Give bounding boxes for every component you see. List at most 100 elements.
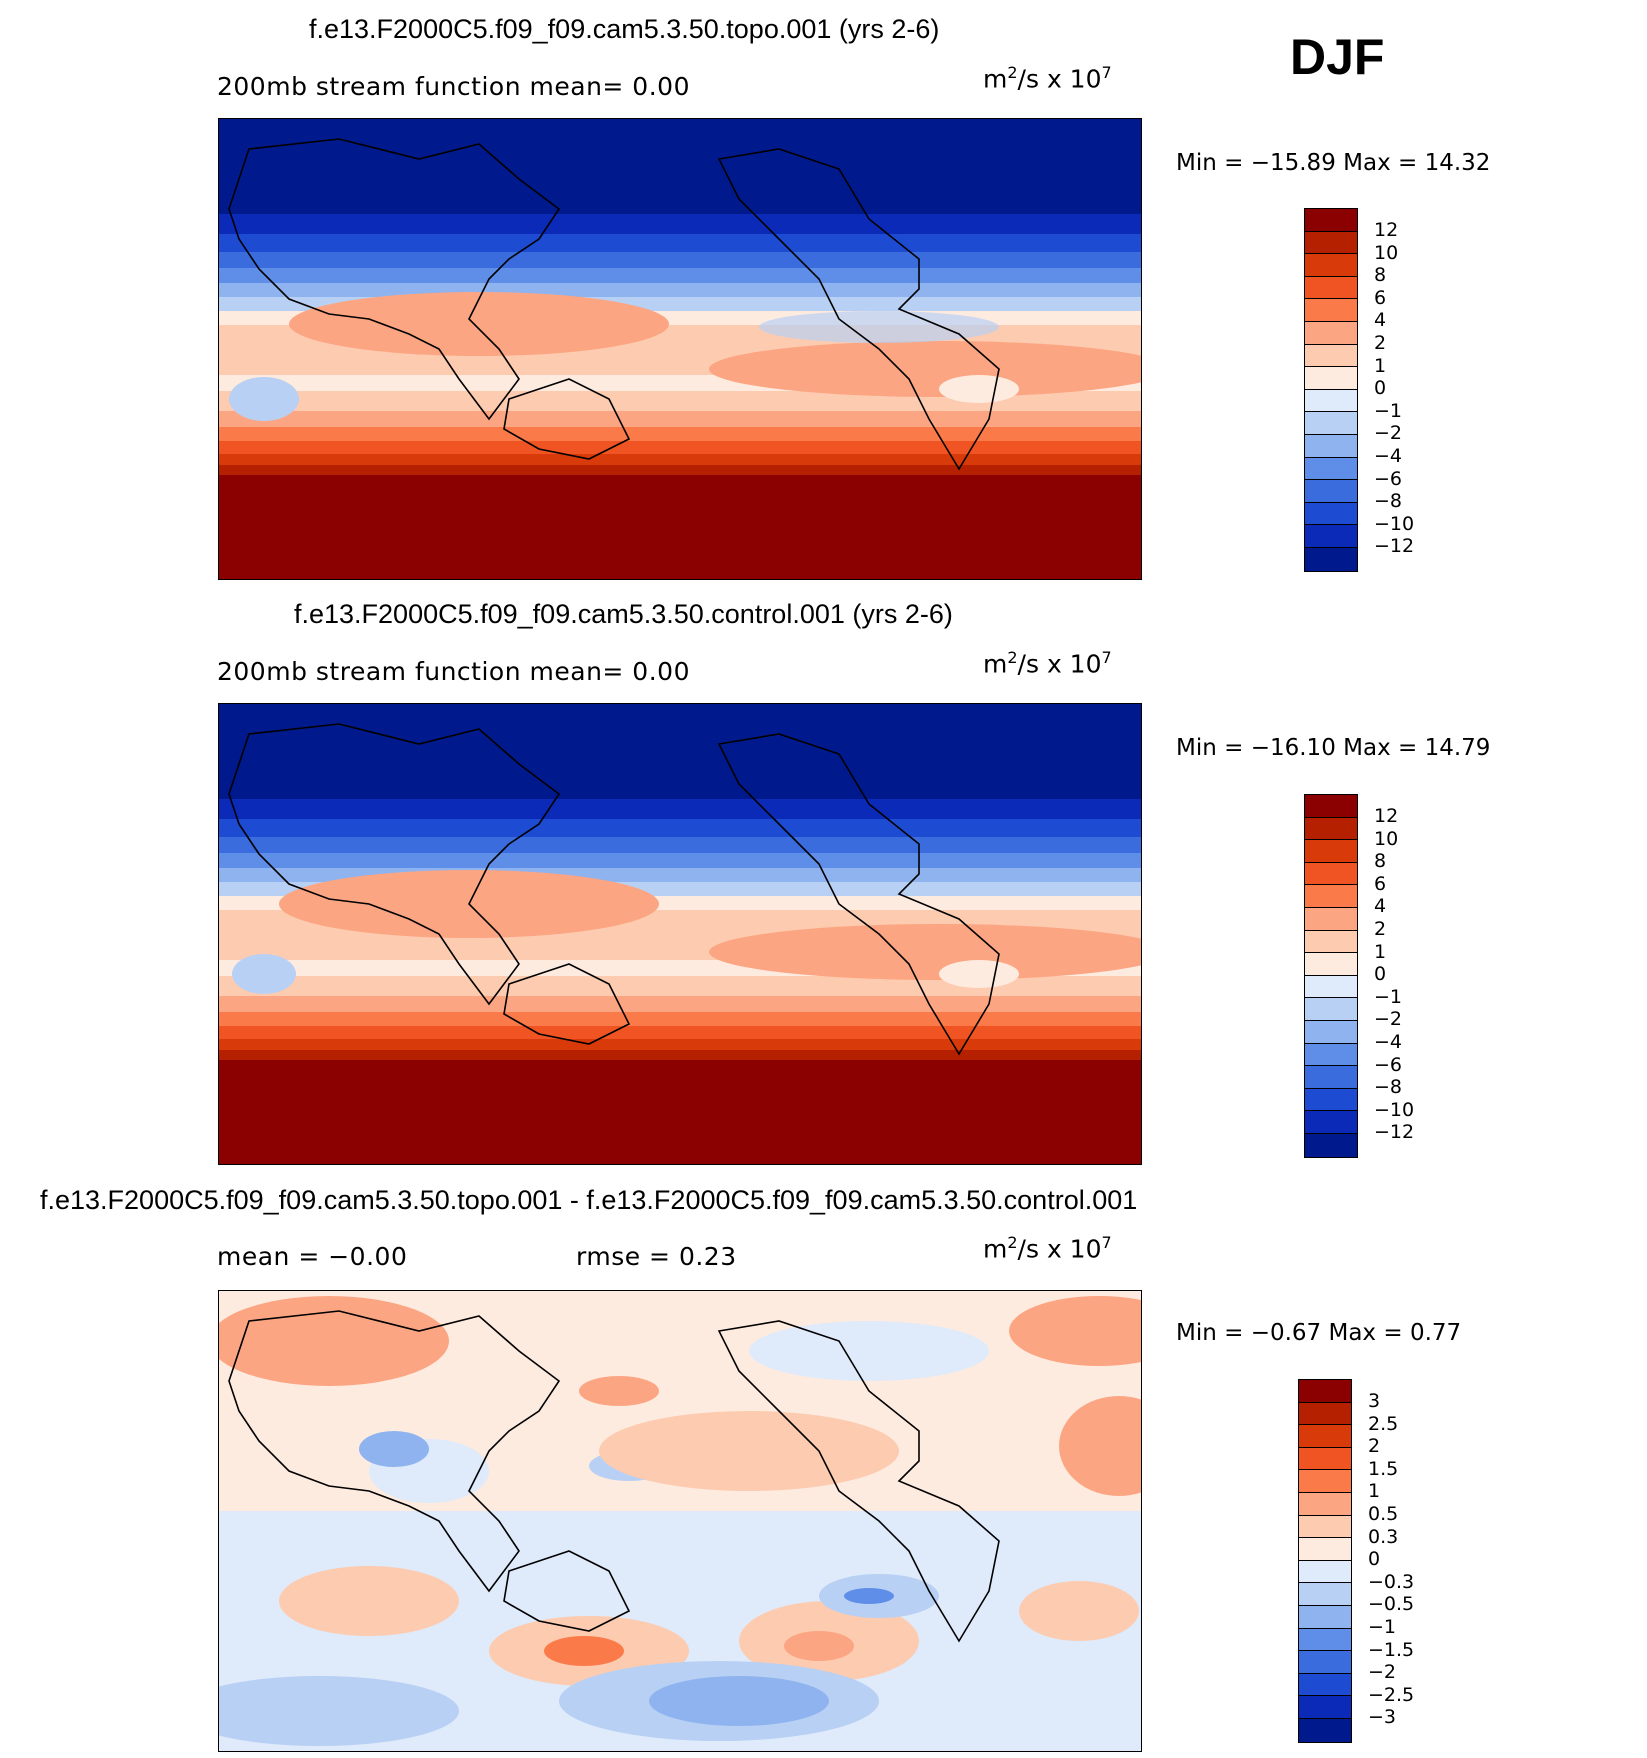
panel3-colorbar-swatch — [1299, 1425, 1351, 1448]
panel3-units: m2/s x 107 — [983, 1233, 1112, 1264]
panel2-colorbar-swatch — [1305, 1133, 1357, 1157]
panel1-colorbar — [1304, 208, 1358, 572]
panel2-colorbar-swatch — [1305, 1020, 1357, 1044]
panel2-colorbar-ticks: 12 10 8 6 4 2 1 0 −1 −2 −4 −6 −8 −10 −12 — [1374, 805, 1414, 1144]
panel1-colorbar-swatch — [1305, 457, 1357, 481]
panel3-colorbar-swatch — [1299, 1605, 1351, 1629]
panel1-title: f.e13.F2000C5.f09_f09.cam5.3.50.topo.001… — [309, 14, 940, 44]
panel2-contour-field — [219, 704, 1141, 1164]
colorbar-tick-label: −0.3 — [1368, 1570, 1415, 1593]
colorbar-tick-label: 0.5 — [1368, 1502, 1399, 1525]
colorbar-tick-label: 1 — [1374, 354, 1387, 377]
colorbar-tick-label: −1 — [1374, 399, 1403, 422]
colorbar-tick-label: 2 — [1374, 331, 1387, 354]
panel1-map — [218, 118, 1142, 580]
panel1-colorbar-swatch — [1305, 547, 1357, 571]
colorbar-tick-label: 6 — [1374, 286, 1387, 309]
panel1-colorbar-swatch — [1305, 389, 1357, 413]
panel1-colorbar-swatch — [1305, 502, 1357, 526]
panel2-colorbar-swatch — [1305, 1066, 1357, 1089]
panel2-colorbar — [1304, 794, 1358, 1158]
panel1-colorbar-swatch — [1305, 209, 1357, 232]
panel2-colorbar-swatch — [1305, 1043, 1357, 1067]
colorbar-tick-label: −4 — [1374, 444, 1403, 467]
panel3-colorbar-swatch — [1299, 1651, 1351, 1674]
panel2-colorbar-swatch — [1305, 885, 1357, 908]
colorbar-tick-label: −1 — [1374, 985, 1403, 1008]
colorbar-tick-label: −3 — [1368, 1706, 1397, 1729]
panel2-title: f.e13.F2000C5.f09_f09.cam5.3.50.control.… — [294, 599, 953, 629]
panel2-colorbar-swatch — [1305, 907, 1357, 931]
colorbar-tick-label: 8 — [1374, 850, 1387, 873]
panel1-colorbar-swatch — [1305, 344, 1357, 368]
panel2-colorbar-swatch — [1305, 953, 1357, 976]
panel1-contour-field — [219, 119, 1141, 579]
colorbar-tick-label: −8 — [1374, 490, 1403, 513]
colorbar-tick-label: −12 — [1374, 1121, 1415, 1144]
panel1-colorbar-swatch — [1305, 434, 1357, 458]
colorbar-tick-label: 1 — [1368, 1480, 1381, 1503]
panel1-colorbar-swatch — [1305, 254, 1357, 277]
panel2-colorbar-swatch — [1305, 998, 1357, 1021]
panel1-colorbar-swatch — [1305, 231, 1357, 255]
colorbar-tick-label: 10 — [1374, 827, 1399, 850]
panel3-colorbar-swatch — [1299, 1447, 1351, 1471]
panel3-colorbar-ticks: 3 2.5 2 1.5 1 0.5 0.3 0 −0.3 −0.5 −1 −1.… — [1368, 1390, 1414, 1729]
panel2-colorbar-swatch — [1305, 1111, 1357, 1134]
panel1-colorbar-swatch — [1305, 412, 1357, 435]
panel3-colorbar-swatch — [1299, 1560, 1351, 1584]
colorbar-tick-label: −8 — [1374, 1076, 1403, 1099]
colorbar-tick-label: −2.5 — [1368, 1683, 1415, 1706]
colorbar-tick-label: −2 — [1374, 1008, 1403, 1031]
colorbar-tick-label: 6 — [1374, 872, 1387, 895]
colorbar-tick-label: −1 — [1368, 1615, 1397, 1638]
colorbar-tick-label: −1.5 — [1368, 1638, 1415, 1661]
colorbar-tick-label: 8 — [1374, 264, 1387, 287]
colorbar-tick-label: 12 — [1374, 219, 1399, 241]
colorbar-tick-label: 2 — [1374, 917, 1387, 940]
colorbar-tick-label: 10 — [1374, 241, 1399, 264]
colorbar-tick-label: −10 — [1374, 512, 1415, 535]
panel3-colorbar-swatch — [1299, 1470, 1351, 1493]
panel2-map — [218, 703, 1142, 1165]
colorbar-tick-label: 1 — [1374, 940, 1387, 963]
colorbar-tick-label: −2 — [1374, 422, 1403, 445]
panel2-colorbar-swatch — [1305, 1088, 1357, 1112]
panel3-colorbar-swatch — [1299, 1673, 1351, 1697]
panel2-colorbar-swatch — [1305, 862, 1357, 886]
colorbar-tick-label: −2 — [1368, 1661, 1397, 1684]
panel1-colorbar-swatch — [1305, 321, 1357, 345]
panel3-contour-field — [219, 1291, 1141, 1751]
colorbar-tick-label: 3 — [1368, 1390, 1381, 1412]
panel3-colorbar-swatch — [1299, 1583, 1351, 1606]
panel3-map — [218, 1290, 1142, 1752]
panel3-colorbar-swatch — [1299, 1628, 1351, 1652]
panel2-colorbar-swatch — [1305, 817, 1357, 841]
panel1-units: m2/s x 107 — [983, 63, 1112, 94]
panel1-colorbar-swatch — [1305, 525, 1357, 548]
panel1-colorbar-swatch — [1305, 367, 1357, 390]
panel3-colorbar-swatch — [1299, 1402, 1351, 1426]
panel3-colorbar — [1298, 1379, 1352, 1743]
panel3-colorbar-swatch — [1299, 1492, 1351, 1516]
colorbar-tick-label: 0 — [1374, 963, 1387, 986]
panel3-colorbar-swatch — [1299, 1696, 1351, 1719]
panel3-subtitle-mean: mean = −0.00 — [217, 1242, 408, 1271]
colorbar-tick-label: −6 — [1374, 1053, 1403, 1076]
colorbar-tick-label: −4 — [1374, 1030, 1403, 1053]
panel2-subtitle: 200mb stream function mean= 0.00 — [217, 657, 690, 686]
colorbar-tick-label: −0.5 — [1368, 1593, 1415, 1616]
panel3-title: f.e13.F2000C5.f09_f09.cam5.3.50.topo.001… — [40, 1185, 1138, 1215]
panel1-colorbar-swatch — [1305, 480, 1357, 503]
panel2-units: m2/s x 107 — [983, 648, 1112, 679]
colorbar-tick-label: 2 — [1368, 1435, 1381, 1458]
panel1-subtitle: 200mb stream function mean= 0.00 — [217, 72, 690, 101]
colorbar-tick-label: −10 — [1374, 1098, 1415, 1121]
colorbar-tick-label: 0.3 — [1368, 1525, 1399, 1548]
colorbar-tick-label: 4 — [1374, 895, 1387, 918]
colorbar-tick-label: 4 — [1374, 309, 1387, 332]
colorbar-tick-label: 0 — [1368, 1548, 1381, 1571]
panel3-colorbar-swatch — [1299, 1718, 1351, 1742]
colorbar-tick-label: −12 — [1374, 535, 1415, 558]
panel3-colorbar-swatch — [1299, 1515, 1351, 1539]
